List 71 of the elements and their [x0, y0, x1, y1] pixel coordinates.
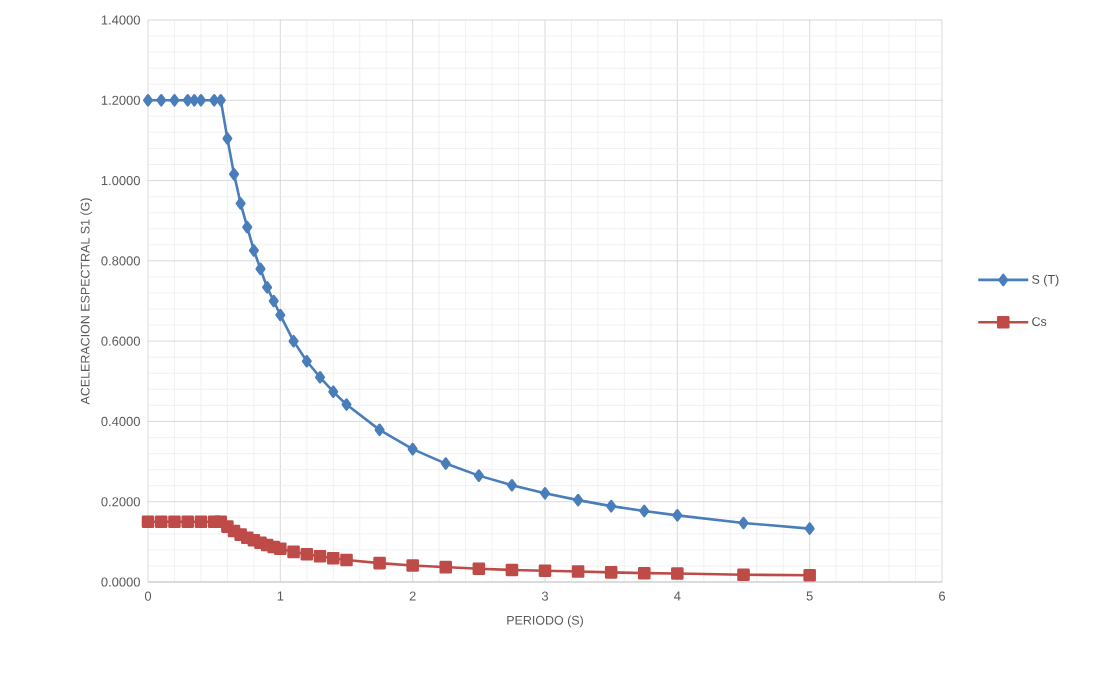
point	[374, 423, 385, 437]
point	[142, 94, 154, 107]
point	[315, 370, 326, 384]
point	[262, 281, 273, 294]
point	[639, 504, 650, 518]
point	[440, 457, 451, 470]
point	[803, 568, 816, 582]
point	[506, 478, 517, 492]
point	[313, 550, 327, 563]
point	[672, 509, 683, 522]
x-tick-label: 5	[806, 591, 813, 601]
x-tick-label: 0	[144, 591, 152, 601]
point	[341, 398, 352, 411]
x-tick-label: 2	[409, 591, 416, 601]
point	[407, 442, 418, 456]
point	[671, 567, 684, 580]
point	[248, 244, 259, 257]
point	[222, 132, 233, 145]
point	[373, 556, 386, 570]
point	[505, 563, 519, 577]
point	[301, 354, 312, 368]
point	[287, 545, 300, 559]
point	[439, 560, 453, 574]
y-tick-label: 0.2000	[101, 497, 140, 507]
x-tick-label: 6	[939, 591, 946, 601]
point	[181, 515, 194, 529]
legend-label: Cs	[1032, 317, 1047, 326]
point	[154, 515, 168, 529]
y-tick-label: 0.8000	[101, 256, 140, 266]
point	[288, 334, 299, 348]
y-tick-label: 1.4000	[101, 15, 140, 25]
point	[268, 294, 279, 308]
point	[472, 562, 486, 576]
point	[539, 487, 551, 500]
point	[242, 220, 253, 234]
legend-label: S (T)	[1032, 274, 1059, 287]
point	[340, 553, 353, 567]
point	[168, 515, 181, 529]
point	[141, 515, 155, 529]
y-tick-label: 0.0000	[101, 577, 140, 587]
point	[637, 566, 651, 580]
point	[235, 197, 246, 210]
point	[169, 94, 180, 107]
point	[406, 559, 419, 572]
point	[156, 94, 167, 107]
point	[737, 568, 750, 582]
y-tick-label: 0.4000	[101, 416, 140, 427]
x-tick-label: 4	[674, 591, 681, 601]
point	[275, 308, 286, 322]
point	[573, 493, 584, 507]
point	[473, 469, 484, 482]
point	[300, 548, 314, 561]
point	[255, 262, 266, 276]
point	[228, 167, 240, 181]
x-axis-title: PERIODO (S)	[507, 615, 583, 628]
point	[538, 564, 552, 578]
point	[738, 516, 749, 530]
point	[571, 565, 585, 578]
y-tick-label: 1.0000	[101, 175, 140, 186]
x-tick-label: 1	[277, 591, 284, 601]
point	[274, 542, 287, 555]
y-tick-label: 0.6000	[101, 336, 140, 346]
y-axis-title: ACELERACION ESPECTRAL S1 (G)	[80, 198, 93, 405]
point	[326, 552, 340, 565]
point	[606, 499, 617, 513]
point	[804, 522, 815, 535]
x-tick-label: 3	[541, 591, 549, 601]
y-tick-label: 1.2000	[101, 95, 140, 105]
point	[604, 566, 618, 579]
point	[194, 515, 208, 529]
point	[328, 385, 339, 398]
